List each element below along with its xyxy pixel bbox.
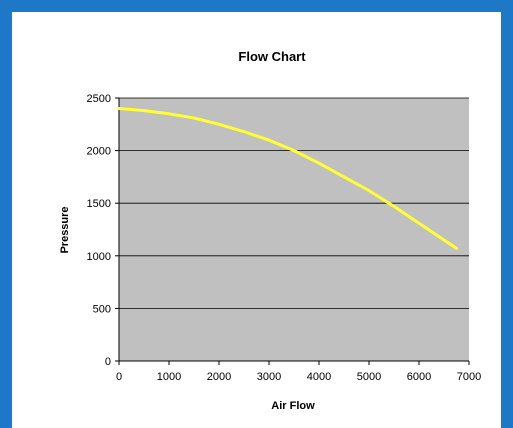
y-axis-ticks: 0 500 1000 1500 2000 2500 [87,93,119,368]
gridlines [119,97,469,309]
y-tick-label: 2000 [87,146,111,158]
y-tick-label: 1000 [87,251,111,263]
x-tick-label: 0 [116,371,122,383]
x-tick-label: 7000 [457,371,481,383]
x-tick-label: 5000 [357,371,381,383]
x-axis-ticks: 0 1000 2000 3000 4000 5000 6000 7000 [116,361,481,383]
y-tick-label: 2500 [87,93,111,105]
y-tick-label: 1500 [87,198,111,210]
x-tick-label: 3000 [257,371,281,383]
chart-title: Flow Chart [238,49,306,64]
y-tick-label: 0 [105,356,111,368]
x-tick-label: 2000 [207,371,231,383]
x-axis-title: Air Flow [271,400,315,412]
y-axis-title: Pressure [59,206,71,253]
axes [118,98,469,362]
x-tick-label: 1000 [157,371,181,383]
series-line [117,107,458,250]
y-tick-label: 500 [93,303,111,315]
x-tick-label: 4000 [307,371,331,383]
x-tick-label: 6000 [407,371,431,383]
plot-area [119,98,469,361]
